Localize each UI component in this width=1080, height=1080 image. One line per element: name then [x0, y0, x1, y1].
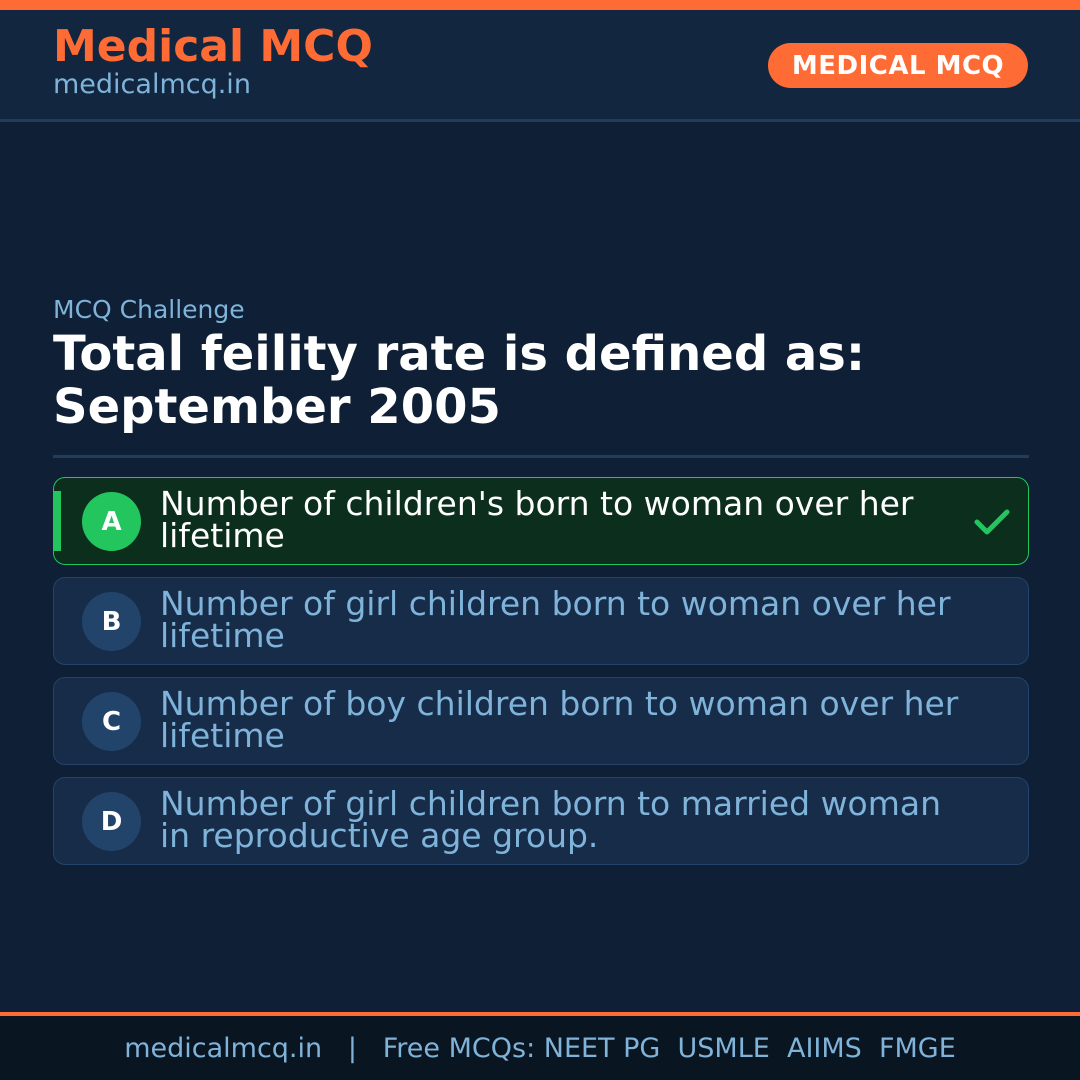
option-text: Number of children's born to woman over … [160, 484, 914, 555]
option-letter-badge: D [82, 792, 141, 851]
brand-badge: MEDICAL MCQ [768, 43, 1028, 88]
header: Medical MCQ medicalmcq.in MEDICAL MCQ [0, 10, 1080, 122]
top-accent-bar [0, 0, 1080, 10]
check-icon [974, 509, 1010, 535]
footer-accent-line [0, 1012, 1080, 1016]
option-d[interactable]: D Number of girl children born to marrie… [53, 777, 1029, 865]
option-letter-badge: C [82, 692, 141, 751]
option-text: Number of girl children born to woman ov… [160, 584, 951, 655]
option-letter-badge: B [82, 592, 141, 651]
correct-accent-bar [54, 491, 61, 551]
footer: medicalmcq.in | Free MCQs: NEET PG USMLE… [0, 1016, 1080, 1080]
option-text: Number of girl children born to married … [160, 784, 942, 855]
footer-text: medicalmcq.in | Free MCQs: NEET PG USMLE… [124, 1032, 956, 1064]
brand-url[interactable]: medicalmcq.in [53, 69, 251, 100]
option-b[interactable]: B Number of girl children born to woman … [53, 577, 1029, 665]
option-a[interactable]: A Number of children's born to woman ove… [53, 477, 1029, 565]
option-text: Number of boy children born to woman ove… [160, 684, 959, 755]
option-c[interactable]: C Number of boy children born to woman o… [53, 677, 1029, 765]
brand-title: Medical MCQ [53, 21, 373, 72]
option-letter-badge: A [82, 492, 141, 551]
challenge-subtitle: MCQ Challenge [53, 295, 245, 324]
question-text: Total feility rate is defined as: Septem… [53, 326, 866, 435]
divider [53, 455, 1029, 458]
